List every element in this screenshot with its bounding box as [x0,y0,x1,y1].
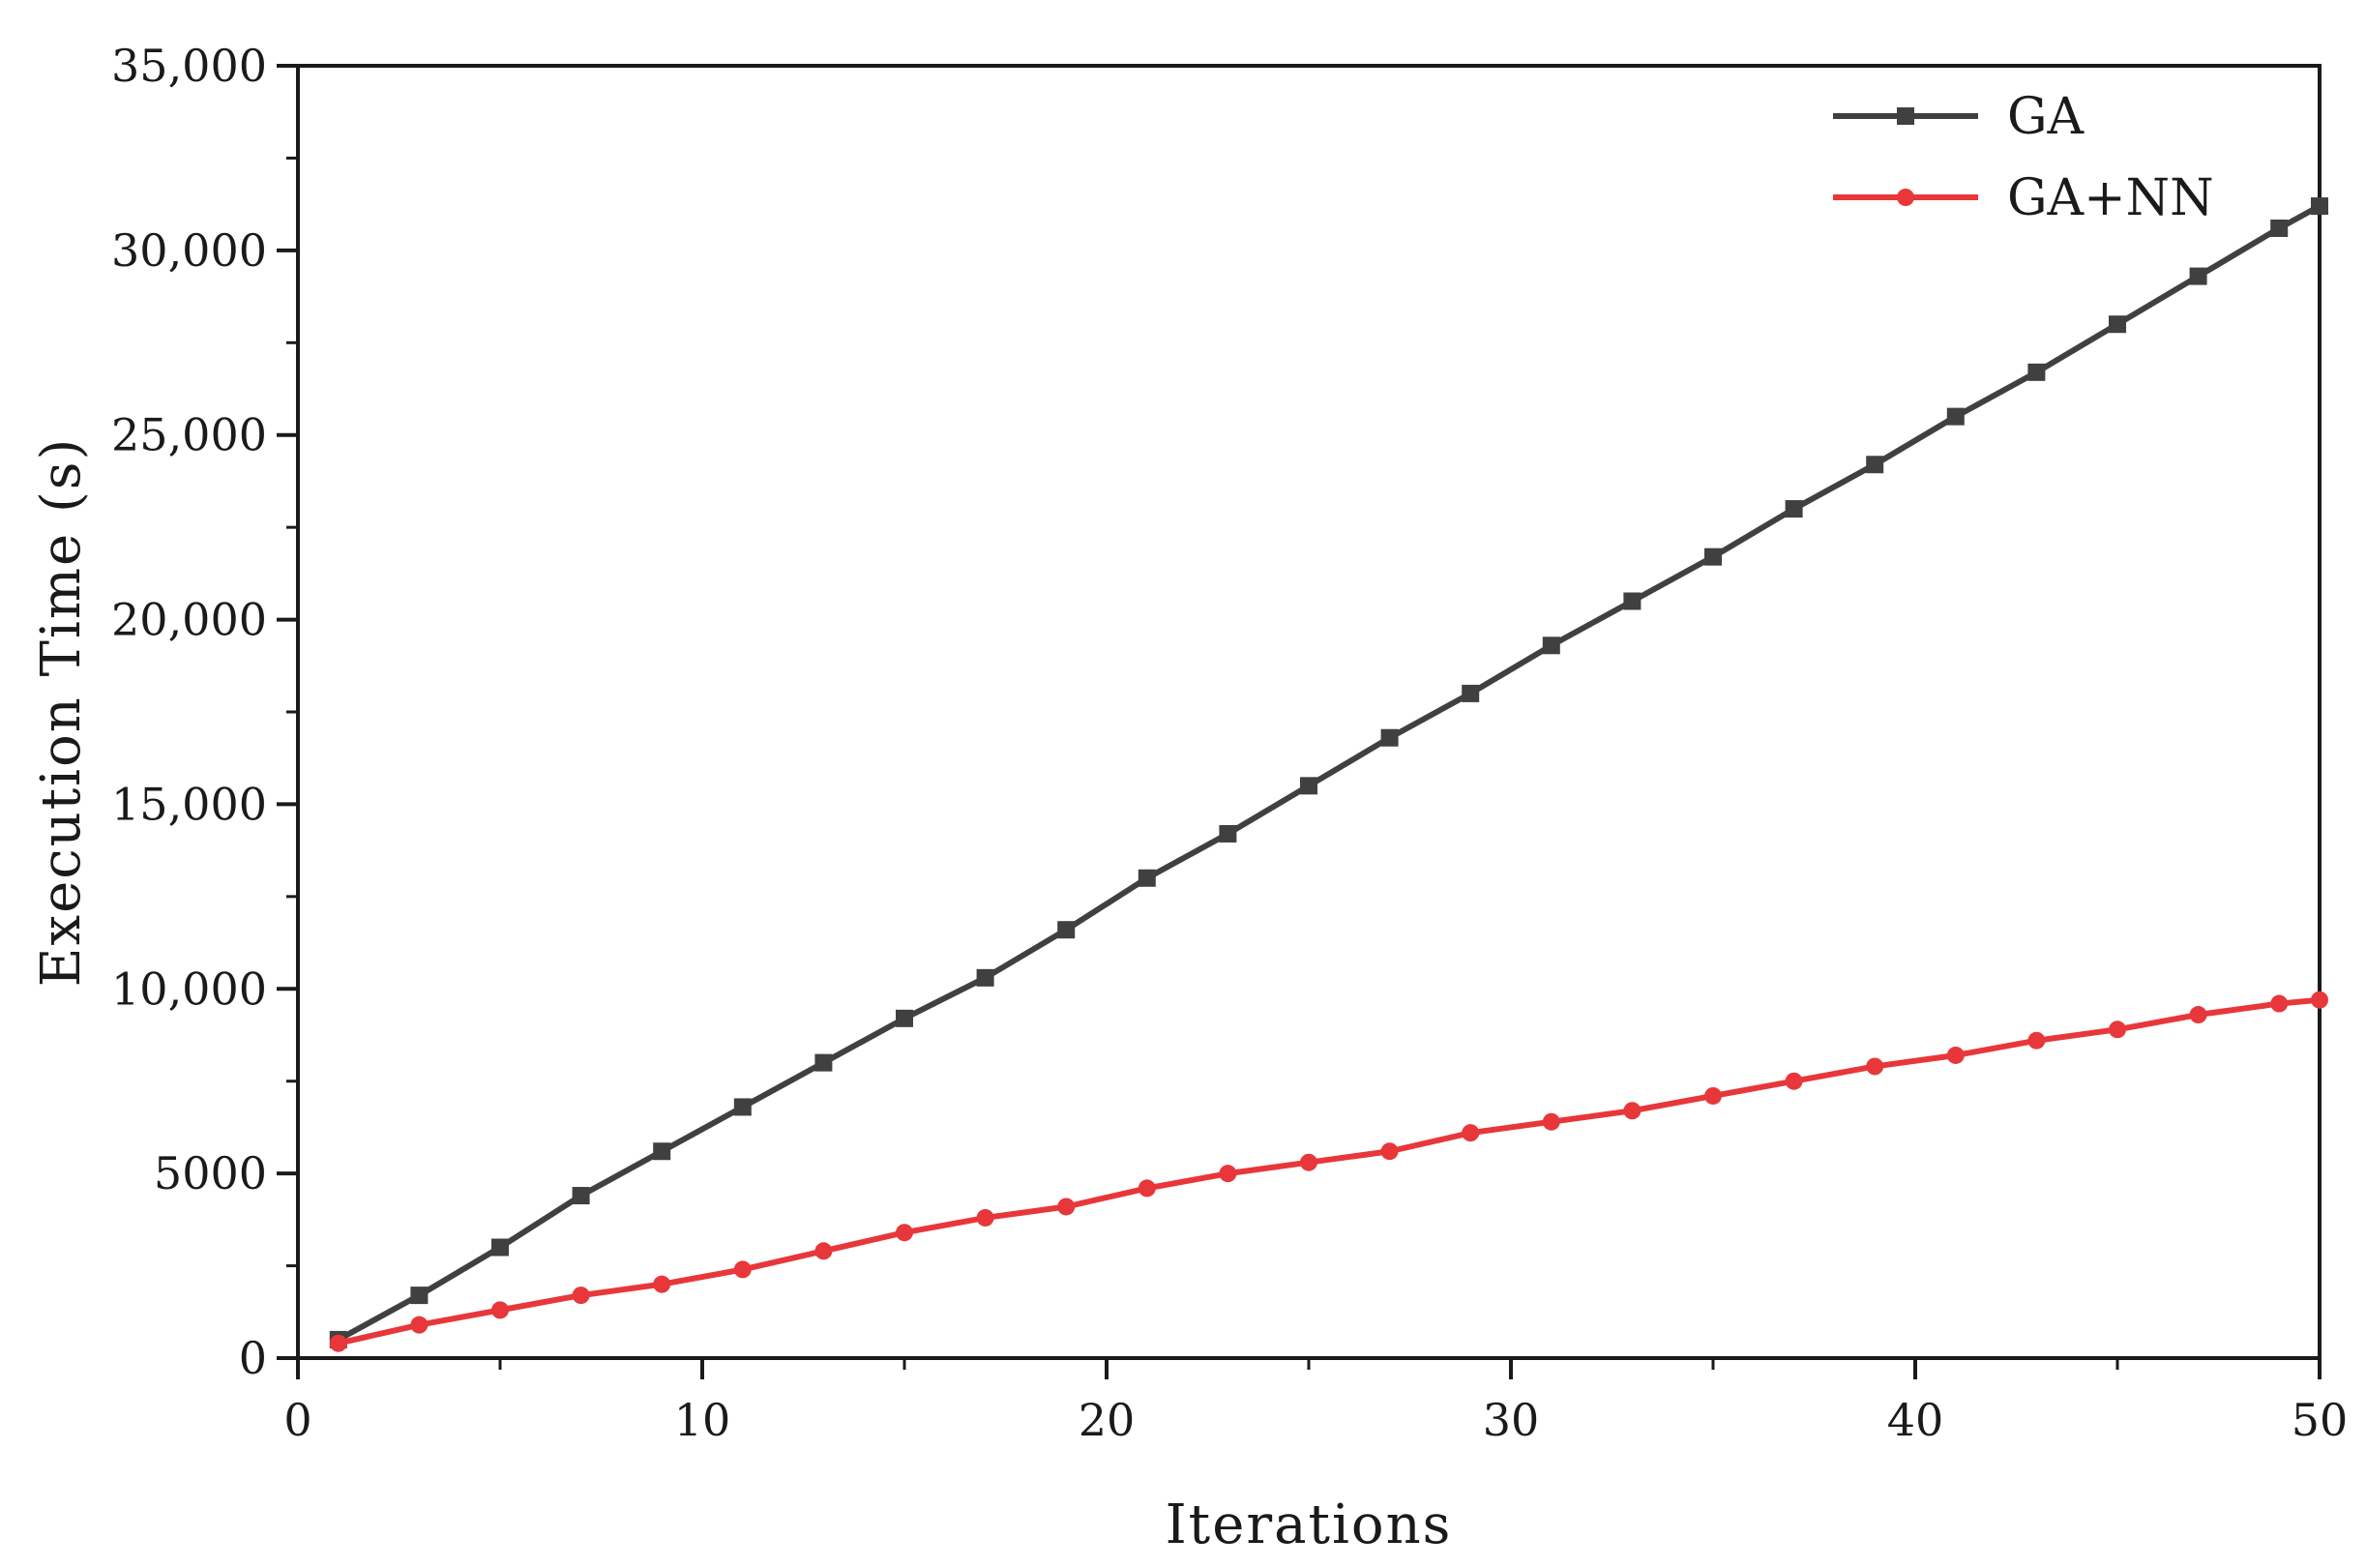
data-point [2027,363,2046,381]
data-point [1380,728,1399,747]
data-point [1219,1165,1237,1183]
data-point [2270,994,2289,1013]
legend-label: GA+NN [2007,169,2214,227]
y-tick-label: 35,000 [111,40,267,92]
data-point [1219,824,1237,843]
y-tick-label: 20,000 [111,594,267,646]
data-point [1542,636,1560,655]
x-tick-label: 20 [1079,1394,1136,1446]
data-point [733,1260,752,1279]
data-point [1946,1046,1965,1064]
data-point [1300,1153,1317,1171]
data-point [1623,592,1641,610]
data-point [2189,1006,2207,1024]
data-point [976,968,994,987]
x-tick-label: 10 [674,1394,731,1446]
data-point [733,1098,752,1116]
data-point [2189,267,2207,285]
data-point [653,1275,671,1293]
y-axis-ticks: 0 5000 10,000 15,000 20,000 25,000 30,000 35,00… [111,40,298,1384]
legend: GA GA+NN [1833,88,2214,227]
x-tick-label: 30 [1483,1394,1540,1446]
y-tick-label: 5000 [154,1147,267,1199]
data-point [653,1142,671,1161]
data-point [1704,547,1722,566]
data-point [1138,869,1156,887]
data-point [1300,777,1317,795]
data-point [1785,500,1803,518]
data-point [410,1287,429,1305]
data-point [572,1187,590,1205]
data-point [896,1224,913,1242]
data-point [2311,197,2328,216]
data-point [329,1334,347,1352]
y-axis-title: Execution Time (s) [30,437,93,988]
data-point [572,1287,590,1305]
data-point [1542,1112,1560,1131]
data-point [491,1301,509,1319]
data-point [1946,407,1965,426]
series-line-0 [337,203,2322,1343]
data-point [1057,1198,1076,1216]
data-point [1462,1124,1480,1142]
data-point [1138,1179,1156,1198]
y-tick-label: 15,000 [111,778,267,830]
x-tick-label: 0 [283,1394,311,1446]
data-point [1380,1142,1399,1161]
series-layer [329,197,2328,1352]
x-tick-label: 40 [1887,1394,1944,1446]
x-axis-ticks: 0 10 20 30 40 50 [283,1358,2348,1446]
data-point [1623,1102,1641,1120]
y-tick-label: 10,000 [111,962,267,1015]
legend-label: GA [2007,88,2085,146]
data-point [1704,1086,1722,1105]
data-point [2270,219,2289,237]
series-line-1 [338,996,2321,1346]
legend-marker [1897,189,1914,206]
y-tick-label: 25,000 [111,409,267,461]
data-point [976,1208,994,1227]
data-point [1866,1057,1884,1076]
data-point [2109,315,2126,334]
data-point [814,1242,833,1260]
data-point [1057,921,1076,939]
y-tick-label: 30,000 [111,224,267,277]
data-point [1462,684,1480,702]
data-point [410,1316,429,1334]
data-point [896,1009,913,1027]
data-point [2027,1031,2046,1050]
legend-marker [1897,107,1914,125]
data-point [814,1053,833,1072]
data-point [1785,1072,1803,1090]
data-point [2109,1021,2126,1039]
x-axis-title: Iterations [1166,1494,1453,1556]
data-point [1866,456,1884,474]
x-tick-label: 50 [2292,1394,2349,1446]
data-point [491,1238,509,1257]
data-point [2311,991,2328,1009]
y-tick-label: 0 [239,1332,267,1384]
